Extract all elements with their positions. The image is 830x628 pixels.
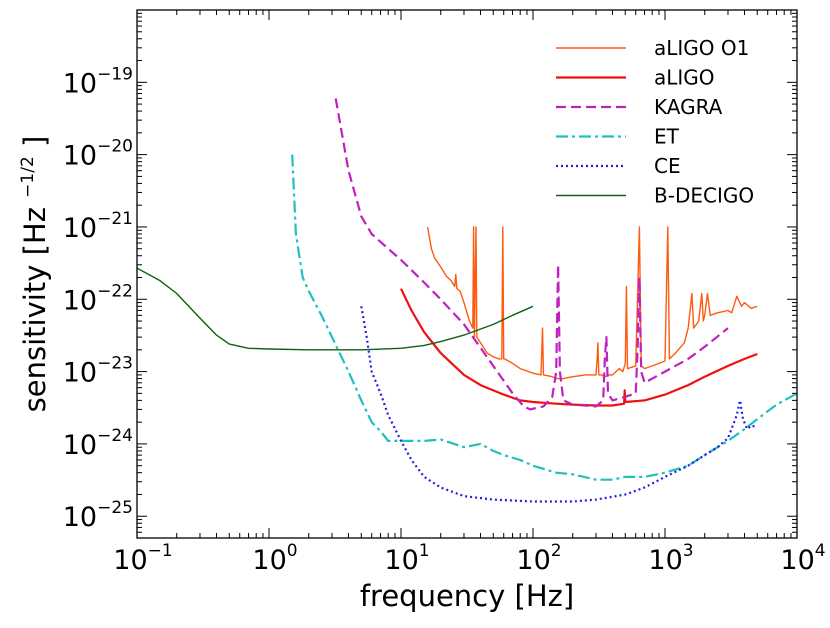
y-tick-label-base: 10 bbox=[63, 213, 97, 244]
x-tick-label-base: 10 bbox=[780, 545, 814, 576]
y-tick-label: 10−19 bbox=[63, 64, 133, 99]
y-axis-label: sensitivity [Hz −1/2 ] bbox=[6, 136, 52, 413]
y-tick-label: 10−25 bbox=[63, 498, 133, 533]
legend-label-aligo-o1: aLIGO O1 bbox=[654, 36, 749, 60]
y-tick-label-exponent: −21 bbox=[97, 209, 133, 229]
x-tick-label-exponent: 0 bbox=[287, 541, 298, 561]
y-tick-label-exponent: −25 bbox=[97, 498, 133, 518]
series-line-b-decigo bbox=[137, 267, 534, 351]
x-tick-label-base: 10 bbox=[516, 545, 550, 576]
y-tick-label: 10−21 bbox=[63, 209, 133, 244]
y-tick-label-exponent: −19 bbox=[97, 64, 133, 84]
y-tick-label: 10−23 bbox=[63, 354, 133, 389]
legend-label-et: ET bbox=[654, 125, 680, 149]
y-tick-label-base: 10 bbox=[63, 430, 97, 461]
y-tick-label-base: 10 bbox=[63, 358, 97, 389]
x-tick-label: 102 bbox=[516, 541, 561, 576]
series-line-kagra bbox=[334, 98, 729, 411]
x-tick-label-exponent: −1 bbox=[148, 541, 173, 561]
y-tick-label-base: 10 bbox=[63, 502, 97, 533]
x-tick-label-base: 10 bbox=[252, 545, 286, 576]
legend-label-aligo: aLIGO bbox=[654, 66, 715, 90]
x-tick-label-exponent: 4 bbox=[815, 541, 826, 561]
y-tick-label-base: 10 bbox=[63, 141, 97, 172]
x-tick-label: 100 bbox=[252, 541, 297, 576]
x-tick-label: 10−1 bbox=[113, 541, 172, 576]
y-tick-label-exponent: −24 bbox=[97, 426, 133, 446]
x-tick-label-base: 10 bbox=[384, 545, 418, 576]
series-line-aligo-o1 bbox=[426, 226, 758, 380]
legend-label-ce: CE bbox=[654, 154, 681, 178]
y-tick-label: 10−22 bbox=[63, 281, 133, 316]
series-line-ce bbox=[360, 306, 758, 503]
y-axis-label-main: sensitivity [Hz bbox=[18, 207, 52, 412]
y-tick-label-base: 10 bbox=[63, 68, 97, 99]
x-tick-label: 104 bbox=[780, 541, 825, 576]
x-axis-label: frequency [Hz] bbox=[360, 579, 574, 613]
tick-layer: 10−1 100 101 102 103 10410−2510−2410−2310−221… bbox=[63, 10, 826, 576]
x-tick-label: 103 bbox=[648, 541, 693, 576]
x-tick-label-exponent: 3 bbox=[683, 541, 694, 561]
y-axis-label-close: ] bbox=[18, 136, 52, 147]
x-tick-label-exponent: 1 bbox=[419, 541, 430, 561]
y-tick-label: 10−20 bbox=[63, 137, 133, 172]
legend-label-kagra: KAGRA bbox=[654, 95, 723, 119]
series-layer bbox=[137, 98, 797, 503]
x-tick-label-base: 10 bbox=[648, 545, 682, 576]
y-tick-label-exponent: −20 bbox=[97, 137, 133, 157]
legend-label-b-decigo: B-DECIGO bbox=[654, 184, 754, 208]
y-tick-label: 10−24 bbox=[63, 426, 133, 461]
x-tick-label: 101 bbox=[384, 541, 429, 576]
y-axis-label-exponent: −1/2 bbox=[18, 156, 38, 198]
y-tick-label-exponent: −22 bbox=[97, 281, 133, 301]
plot-frame bbox=[136, 9, 798, 539]
y-tick-label-base: 10 bbox=[63, 285, 97, 316]
x-tick-label-base: 10 bbox=[113, 545, 147, 576]
x-tick-label-exponent: 2 bbox=[551, 541, 562, 561]
y-tick-label-exponent: −23 bbox=[97, 354, 133, 374]
legend: aLIGO O1 aLIGO KAGRA ET CE B-DECIGO bbox=[556, 36, 754, 208]
